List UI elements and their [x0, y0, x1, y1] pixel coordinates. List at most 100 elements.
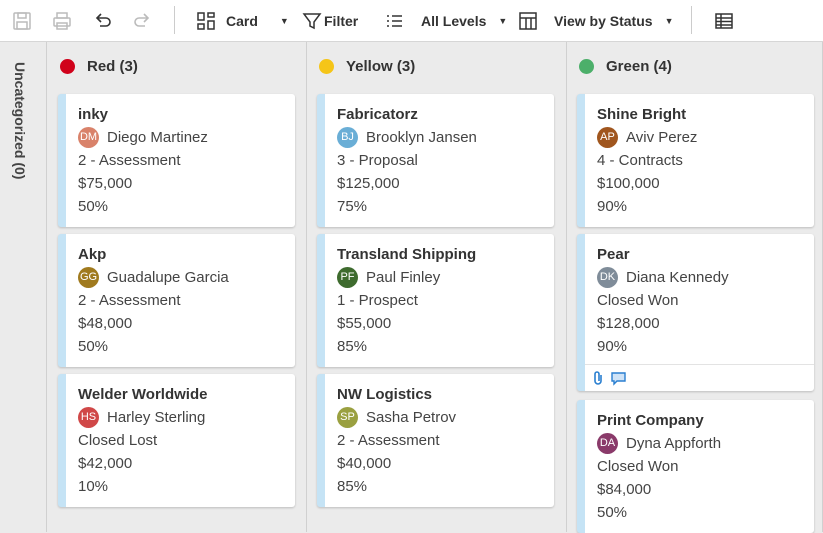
status-column: Yellow (3) Fabricatorz BJ Brooklyn Jansen … [307, 42, 567, 532]
card-title: Pear [597, 243, 802, 266]
paperclip-icon[interactable] [591, 370, 605, 386]
stage: 1 - Prospect [337, 289, 542, 312]
probability: 90% [597, 335, 802, 358]
opportunity-card[interactable]: Transland Shipping PF Paul Finley 1 - Pro… [317, 234, 554, 367]
comment-icon[interactable] [611, 371, 626, 386]
stage: 2 - Assessment [337, 429, 542, 452]
probability: 50% [78, 195, 283, 218]
probability: 50% [78, 335, 283, 358]
stage: 4 - Contracts [597, 149, 802, 172]
amount: $55,000 [337, 312, 542, 335]
card-title: Transland Shipping [337, 243, 542, 266]
undo-icon[interactable] [93, 0, 113, 42]
opportunity-card[interactable]: Akp GG Guadalupe Garcia 2 - Assessment $4… [58, 234, 295, 367]
avatar: AP [597, 127, 618, 148]
avatar: SP [337, 407, 358, 428]
card-label: Card [226, 13, 258, 29]
avatar: DK [597, 267, 618, 288]
opportunity-card[interactable]: Welder Worldwide HS Harley Sterling Close… [58, 374, 295, 507]
stage: 2 - Assessment [78, 289, 283, 312]
stage: Closed Won [597, 289, 802, 312]
column-title: Yellow (3) [346, 58, 415, 75]
owner-name: Guadalupe Garcia [107, 266, 229, 289]
probability: 85% [337, 335, 542, 358]
amount: $40,000 [337, 452, 542, 475]
status-dot-icon [60, 59, 75, 74]
levels-label: All Levels [421, 13, 486, 29]
owner-name: Brooklyn Jansen [366, 126, 477, 149]
avatar: BJ [337, 127, 358, 148]
caret-down-icon: ▼ [498, 16, 507, 26]
owner-name: Dyna Appforth [626, 432, 721, 455]
status-dot-icon [579, 59, 594, 74]
grid-view-button[interactable] [714, 0, 734, 42]
divider [174, 6, 175, 34]
save-icon[interactable] [12, 0, 32, 42]
avatar: DM [78, 127, 99, 148]
opportunity-card[interactable]: NW Logistics SP Sasha Petrov 2 - Assessme… [317, 374, 554, 507]
column-header: Green (4) [579, 58, 672, 75]
list-levels-icon [385, 12, 403, 30]
amount: $128,000 [597, 312, 802, 335]
card-layout-icon [196, 11, 216, 31]
column-header: Yellow (3) [319, 58, 415, 75]
opportunity-card[interactable]: Fabricatorz BJ Brooklyn Jansen 3 - Propos… [317, 94, 554, 227]
redo-icon[interactable] [132, 0, 152, 42]
amount: $100,000 [597, 172, 802, 195]
owner-name: Sasha Petrov [366, 406, 456, 429]
grid-icon [714, 11, 734, 31]
amount: $42,000 [78, 452, 283, 475]
column-title: Green (4) [606, 58, 672, 75]
amount: $125,000 [337, 172, 542, 195]
avatar: PF [337, 267, 358, 288]
column-title: Red (3) [87, 58, 138, 75]
probability: 10% [78, 475, 283, 498]
probability: 50% [597, 501, 802, 524]
owner-name: Paul Finley [366, 266, 440, 289]
card-title: Print Company [597, 409, 802, 432]
stage: Closed Won [597, 455, 802, 478]
avatar: HS [78, 407, 99, 428]
opportunity-card[interactable]: Print Company DA Dyna Appforth Closed Won… [577, 400, 814, 533]
amount: $75,000 [78, 172, 283, 195]
probability: 90% [597, 195, 802, 218]
status-dot-icon [319, 59, 334, 74]
stage: Closed Lost [78, 429, 283, 452]
probability: 75% [337, 195, 542, 218]
card-title: inky [78, 103, 283, 126]
view-by-dropdown[interactable]: View by Status▼ [518, 0, 673, 42]
levels-dropdown[interactable]: All Levels ▼ [385, 0, 507, 42]
card-title: Akp [78, 243, 283, 266]
stage: 3 - Proposal [337, 149, 542, 172]
card-title: Shine Bright [597, 103, 802, 126]
avatar: GG [78, 267, 99, 288]
avatar: DA [597, 433, 618, 454]
card-title: Welder Worldwide [78, 383, 283, 406]
caret-down-icon: ▼ [280, 16, 289, 26]
column-header: Red (3) [60, 58, 138, 75]
card-title: Fabricatorz [337, 103, 542, 126]
opportunity-card[interactable]: Pear DK Diana Kennedy Closed Won $128,000… [577, 234, 814, 391]
owner-name: Harley Sterling [107, 406, 205, 429]
opportunity-card[interactable]: inky DM Diego Martinez 2 - Assessment $75… [58, 94, 295, 227]
card-title: NW Logistics [337, 383, 542, 406]
amount: $84,000 [597, 478, 802, 501]
print-icon[interactable] [52, 0, 72, 42]
divider [691, 6, 692, 34]
caret-down-icon: ▼ [665, 16, 674, 26]
filter-button[interactable]: Filter [302, 0, 358, 42]
card-view-dropdown[interactable]: Card ▼ [196, 0, 289, 42]
kanban-board: Uncategorized (0) Red (3) inky DM Diego Ma… [0, 42, 823, 532]
owner-name: Diego Martinez [107, 126, 208, 149]
uncategorized-column[interactable]: Uncategorized (0) [0, 42, 47, 532]
amount: $48,000 [78, 312, 283, 335]
owner-name: Diana Kennedy [626, 266, 729, 289]
probability: 85% [337, 475, 542, 498]
filter-icon [302, 11, 322, 31]
stage: 2 - Assessment [78, 149, 283, 172]
filter-label: Filter [324, 13, 358, 29]
status-column: Red (3) inky DM Diego Martinez 2 - Assessm… [48, 42, 307, 532]
toolbar: Card ▼ Filter All Levels ▼ View by Status▼ [0, 0, 823, 42]
